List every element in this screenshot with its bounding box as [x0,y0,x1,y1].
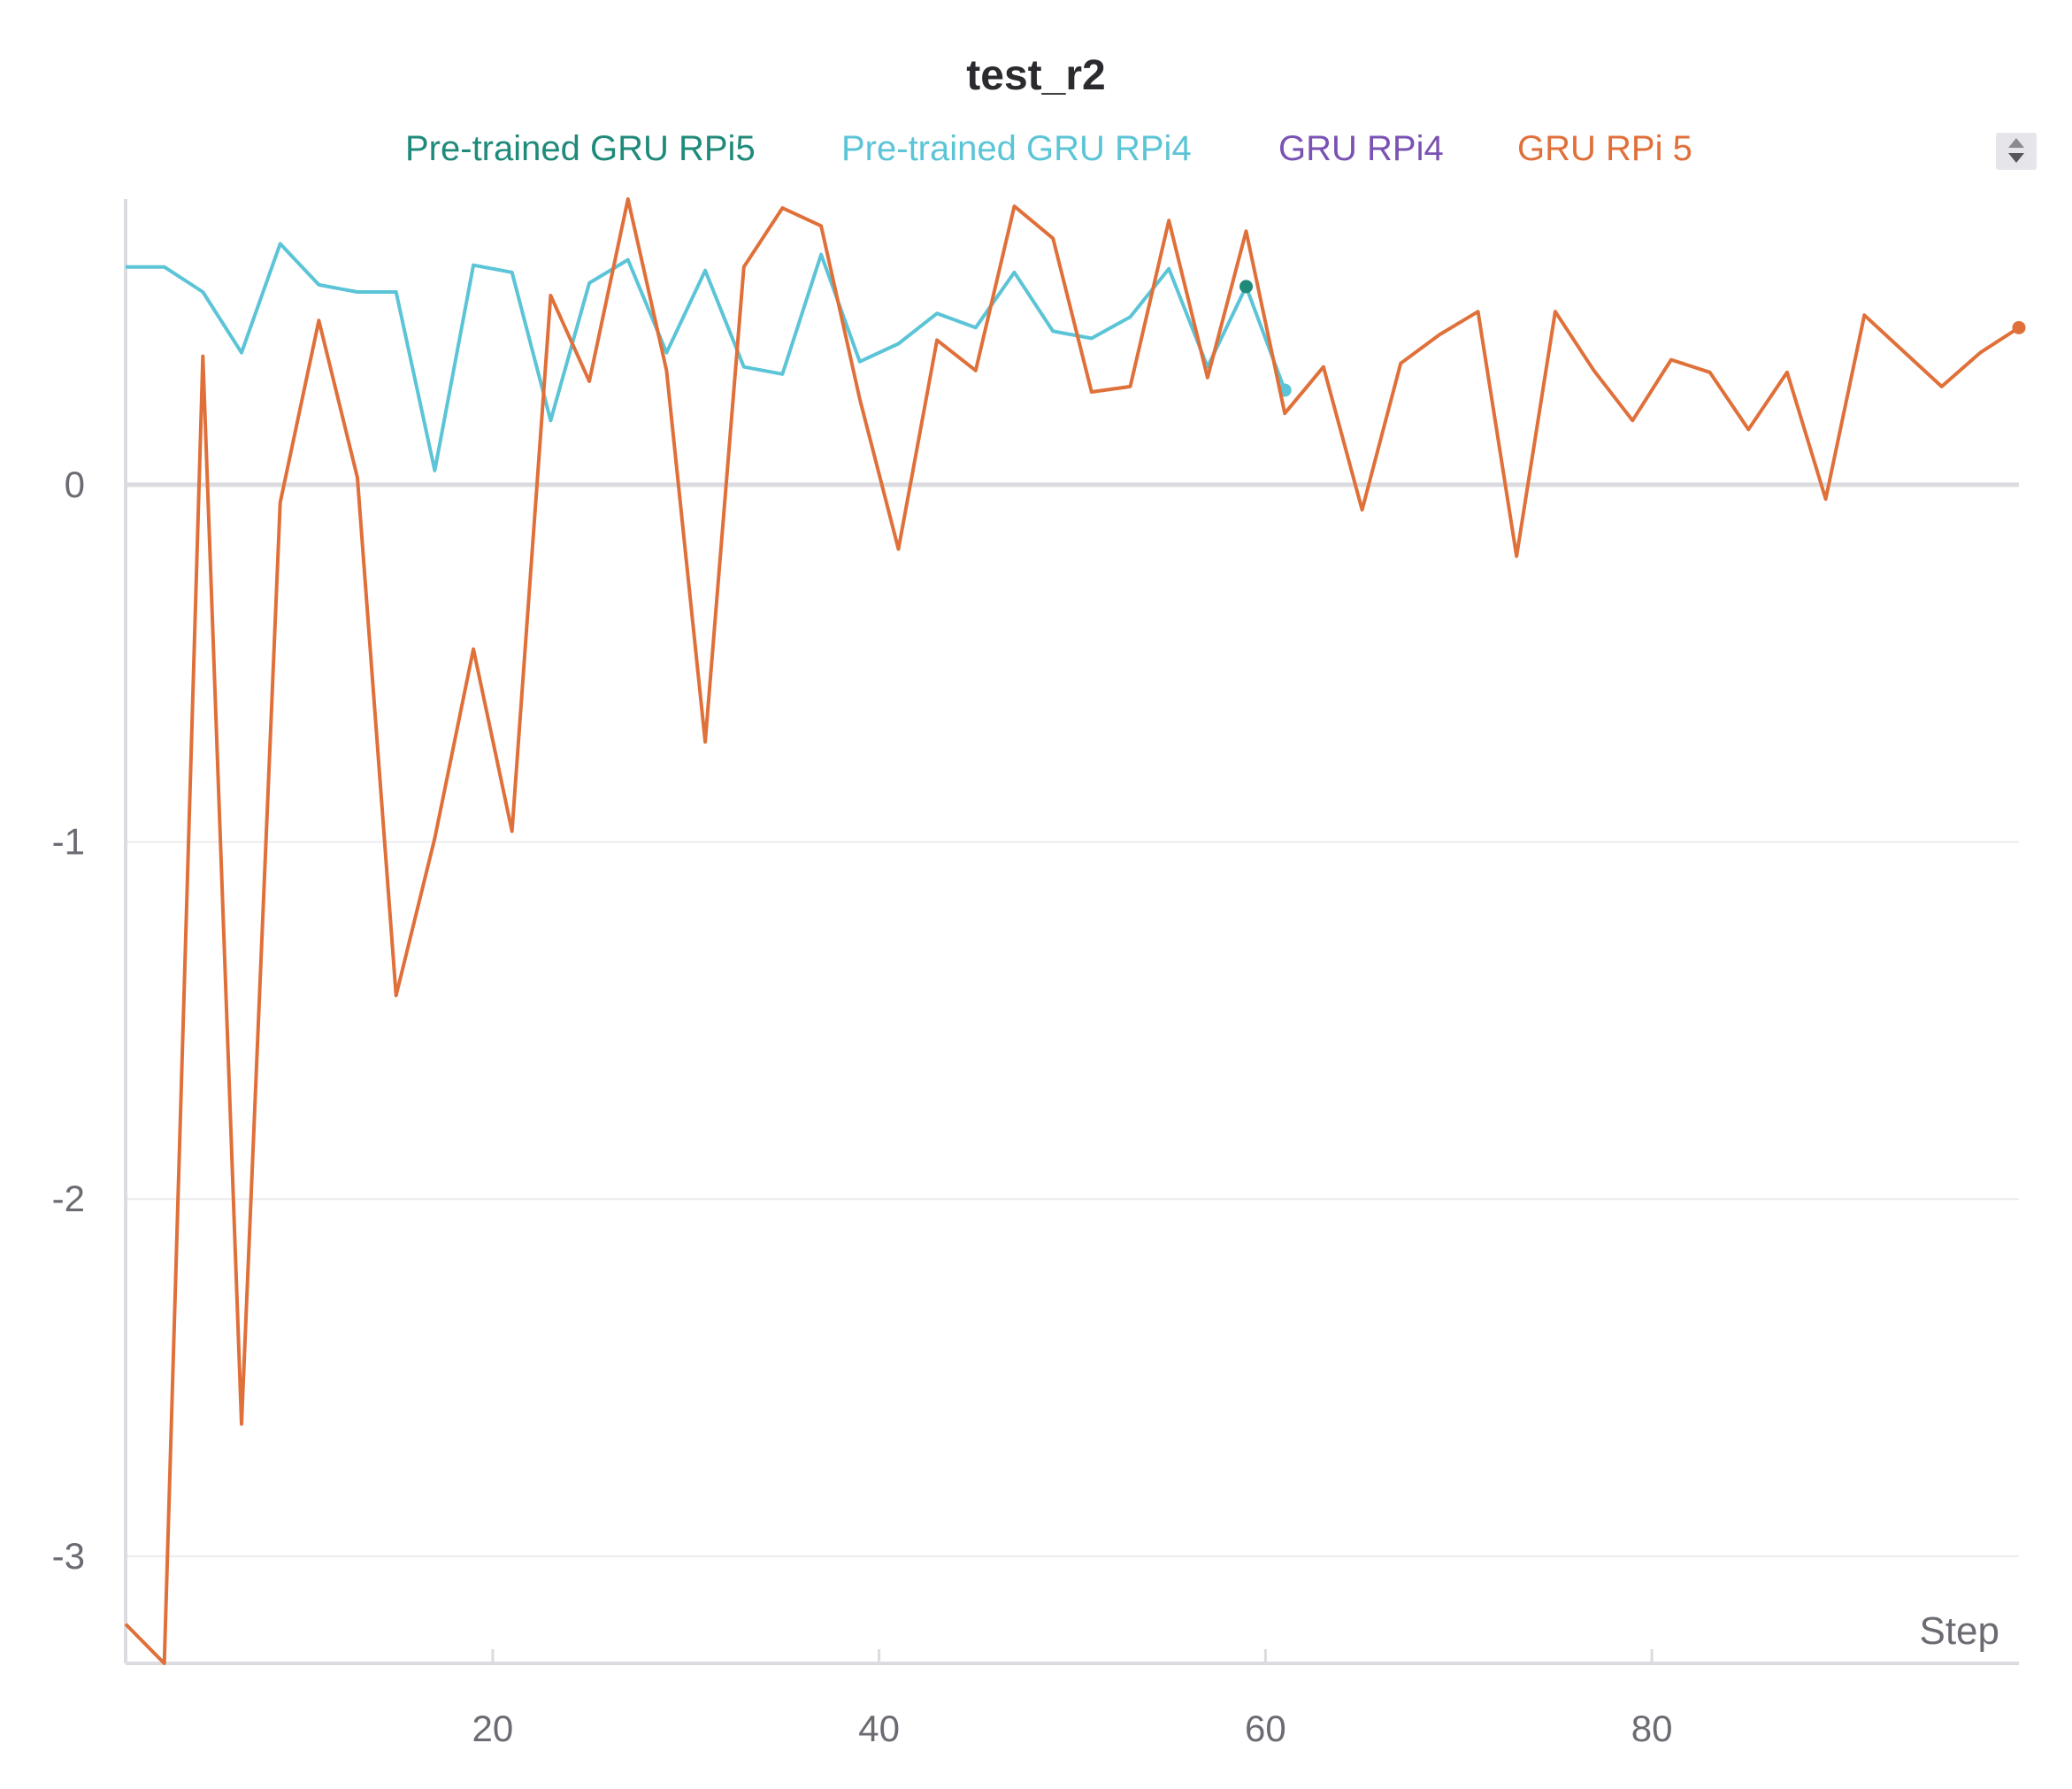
legend: Pre-trained GRU RPi5 Pre-trained GRU RPi… [0,129,2072,179]
y-tick-label: -2 [52,1178,85,1219]
legend-item-pretrained-gru-rpi5[interactable]: Pre-trained GRU RPi5 [405,129,756,168]
chevron-down-icon [2008,153,2024,163]
x-tick-label: 20 [472,1708,514,1749]
series-line-3 [124,197,2021,1665]
axis-layer [124,199,2019,1665]
series-line-1 [126,242,1287,472]
legend-scroll-button[interactable] [1996,133,2037,170]
y-tick-label: -3 [52,1535,85,1577]
series-layer [124,197,2026,1665]
chart-title: test_r2 [966,52,1106,99]
x-tick-label: 80 [1631,1708,1673,1749]
x-axis-label: Step [1919,1609,1999,1653]
x-tick-label: 40 [858,1708,900,1749]
legend-item-pretrained-gru-rpi4[interactable]: Pre-trained GRU RPi4 [841,129,1192,168]
series-endpoint-3 [2012,320,2026,334]
legend-item-gru-rpi-5[interactable]: GRU RPi 5 [1517,129,1692,168]
grid-layer [126,482,2019,1557]
series-endpoint-0 [1239,280,1254,294]
y-tick-label: -1 [52,821,85,863]
y-tick-label: 0 [65,464,85,505]
label-layer: 0 -1 -2 -3 20 40 60 80 Step [52,464,1999,1749]
chevron-up-icon [2008,138,2024,148]
legend-item-gru-rpi4[interactable]: GRU RPi4 [1278,129,1444,168]
x-tick-label: 60 [1245,1708,1286,1749]
